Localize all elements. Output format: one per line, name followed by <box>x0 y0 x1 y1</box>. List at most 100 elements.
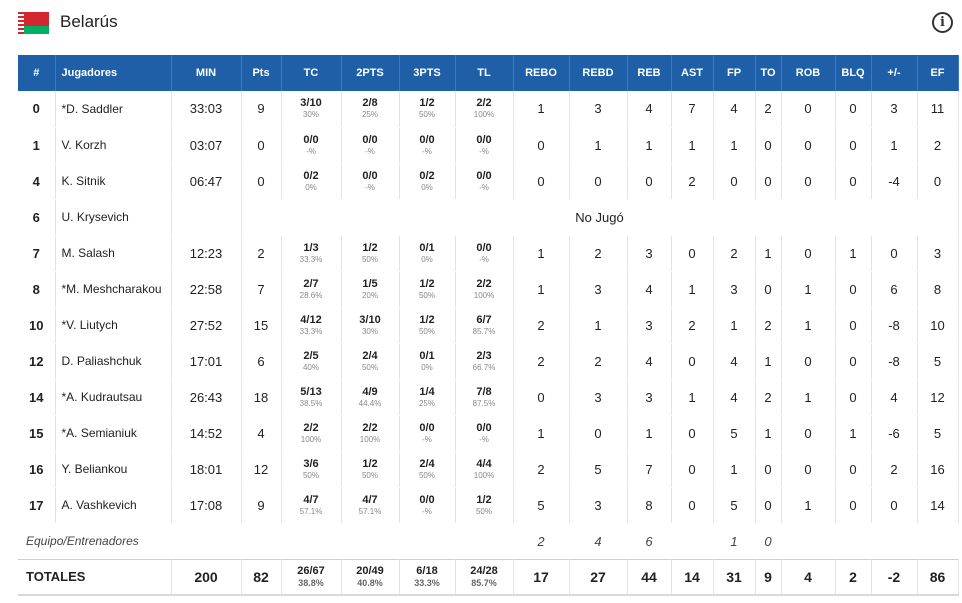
column-header-name[interactable]: Jugadores <box>55 55 172 91</box>
shot-made-attempted: 0/1 <box>419 241 435 254</box>
shot-made-attempted: 5/13 <box>300 385 322 398</box>
stat-reb: 6 <box>645 533 653 549</box>
shot-percentage: 33.3% <box>299 254 323 264</box>
shot-made-attempted: 0/0 <box>419 133 435 146</box>
player-number: 15 <box>18 415 56 452</box>
stat-tl: 0/0 -% <box>455 127 514 164</box>
player-row: 0 *D. Saddler 33:03 9 3/10 30% 2/8 25% 1/2 50% 2/2… <box>18 91 959 128</box>
column-header-pm[interactable]: +/- <box>871 55 918 91</box>
stat-pm: 6 <box>871 271 918 308</box>
player-name[interactable]: D. Paliashchuk <box>55 343 172 380</box>
shot-made-attempted: 1/2 <box>419 313 435 326</box>
column-header-pts[interactable]: Pts <box>241 55 282 91</box>
column-header-rob[interactable]: ROB <box>781 55 836 91</box>
column-header-to[interactable]: TO <box>755 55 782 91</box>
stat-blq: 0 <box>835 307 872 344</box>
shot-made-attempted: 3/10 <box>300 97 322 110</box>
stat-ef: 10 <box>917 307 959 344</box>
stat-min: 27:52 <box>171 307 242 344</box>
stat-fp: 4 <box>713 379 756 416</box>
stat-rob: 0 <box>781 235 836 272</box>
player-name[interactable]: *A. Kudrautsau <box>55 379 172 416</box>
stat-rebd: 1 <box>569 127 628 164</box>
stat-pts: 12 <box>241 451 282 488</box>
column-header-rebd[interactable]: REBD <box>569 55 628 91</box>
stat-rob <box>781 523 835 559</box>
column-header-ef[interactable]: EF <box>917 55 959 91</box>
stat-blq: 0 <box>835 91 872 128</box>
stat-tl: 0/0 -% <box>455 235 514 272</box>
total-reb: 44 <box>627 558 672 596</box>
stat-fp: 5 <box>713 487 756 524</box>
stat-pts: 15 <box>241 307 282 344</box>
player-name[interactable]: *V. Liutych <box>55 307 172 344</box>
stat-p3: 0/0 -% <box>399 415 456 452</box>
column-header-blq[interactable]: BLQ <box>835 55 872 91</box>
total-min: 200 <box>171 558 242 596</box>
stat-rob: 0 <box>781 415 836 452</box>
info-icon[interactable]: i <box>932 12 953 33</box>
stat-fp: 3 <box>713 271 756 308</box>
player-name[interactable]: M. Salash <box>55 235 172 272</box>
stat-to: 0 <box>755 487 782 524</box>
player-name[interactable]: V. Korzh <box>55 127 172 164</box>
column-header-rebo[interactable]: REBO <box>513 55 570 91</box>
column-header-tl[interactable]: TL <box>455 55 514 91</box>
stat-min: 26:43 <box>171 379 242 416</box>
shot-made-attempted: 2/2 <box>476 97 492 110</box>
column-header-p3[interactable]: 3PTS <box>399 55 456 91</box>
player-name[interactable]: *D. Saddler <box>55 91 172 128</box>
player-number: 12 <box>18 343 56 380</box>
player-name[interactable]: *M. Meshcharakou <box>55 271 172 308</box>
stat-blq: 0 <box>835 271 872 308</box>
stat-ef: 11 <box>917 91 959 128</box>
player-name[interactable]: A. Vashkevich <box>55 487 172 524</box>
column-header-num[interactable]: # <box>18 55 56 91</box>
column-header-min[interactable]: MIN <box>171 55 242 91</box>
shot-made-attempted: 4/7 <box>362 493 378 506</box>
stat-blq: 0 <box>835 379 872 416</box>
shot-made-attempted: 4/7 <box>303 493 319 506</box>
column-header-reb[interactable]: REB <box>627 55 672 91</box>
column-header-fp[interactable]: FP <box>713 55 756 91</box>
belarus-flag-icon <box>18 12 49 34</box>
stat-min: 06:47 <box>171 163 242 200</box>
stat-p2: 4/7 57.1% <box>341 487 400 524</box>
stat-rebo: 0 <box>513 379 570 416</box>
column-header-p2[interactable]: 2PTS <box>341 55 400 91</box>
shot-percentage: 25% <box>418 398 435 408</box>
stat-tl: 6/7 85.7% <box>455 307 514 344</box>
shot-made-attempted: 0/0 <box>476 241 492 254</box>
total-rob: 4 <box>781 558 836 596</box>
shot-percentage: -% <box>479 146 489 156</box>
stat-p2: 1/5 20% <box>341 271 400 308</box>
stat-tc: 3/6 50% <box>281 451 342 488</box>
table-header-row: # Jugadores MIN Pts TC 2PTS 3PTS TL REBO REBD REB A… <box>18 55 959 91</box>
shot-percentage: 30% <box>302 110 319 120</box>
player-name[interactable]: *A. Semianiuk <box>55 415 172 452</box>
player-row: 17 A. Vashkevich 17:08 9 4/7 57.1% 4/7 57.1% 0/0… <box>18 487 959 524</box>
player-name[interactable]: Y. Beliankou <box>55 451 172 488</box>
stat-pm: -8 <box>871 343 918 380</box>
stat-blq: 1 <box>835 415 872 452</box>
total-rebd: 27 <box>569 558 628 596</box>
stat-rob: 0 <box>781 451 836 488</box>
total-rebo: 17 <box>513 558 570 596</box>
stat-fp: 1 <box>713 127 756 164</box>
stat-tc: 5/13 38.5% <box>281 379 342 416</box>
stat-reb: 3 <box>627 235 672 272</box>
total-tc: 26/67 38.8% <box>281 558 342 596</box>
stat-tc: 1/3 33.3% <box>281 235 342 272</box>
stat-p3: 0/0 -% <box>399 127 456 164</box>
player-name[interactable]: U. Krysevich <box>55 199 172 236</box>
stat-rebd: 2 <box>569 343 628 380</box>
stat-min: 17:01 <box>171 343 242 380</box>
stat-to: 1 <box>755 415 782 452</box>
player-name[interactable]: K. Sitnik <box>55 163 172 200</box>
player-number: 7 <box>18 235 56 272</box>
stat-p3: 0/1 0% <box>399 343 456 380</box>
stat-ef: 8 <box>917 271 959 308</box>
column-header-tc[interactable]: TC <box>281 55 342 91</box>
shot-made-attempted: 2/4 <box>362 349 378 362</box>
column-header-ast[interactable]: AST <box>671 55 714 91</box>
